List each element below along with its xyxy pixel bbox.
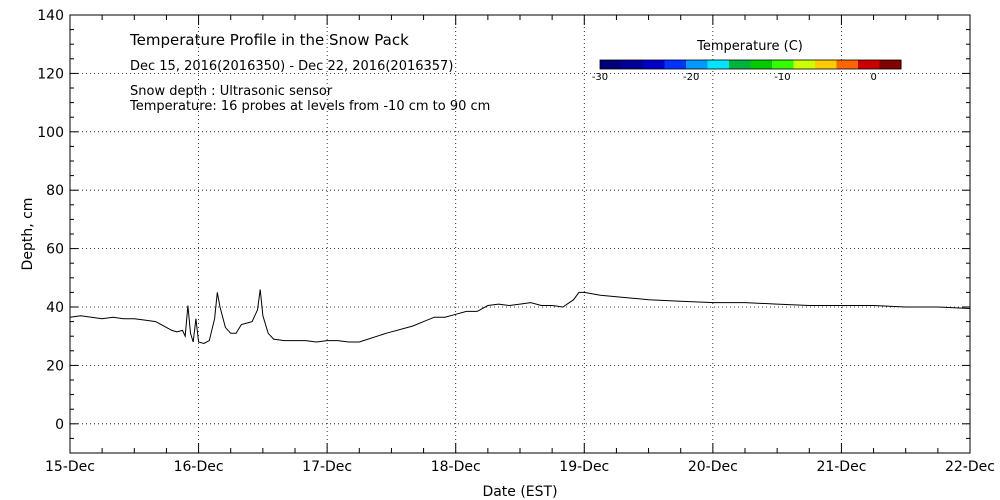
colorbar-title: Temperature (C) xyxy=(696,39,803,54)
colorbar-cell xyxy=(879,60,902,69)
note-snow-depth: Snow depth : Ultrasonic sensor xyxy=(130,84,333,99)
x-tick-label: 18-Dec xyxy=(431,459,481,475)
x-tick-label: 15-Dec xyxy=(45,459,95,475)
y-tick-label: 0 xyxy=(55,417,64,433)
colorbar-cell xyxy=(686,60,708,69)
x-tick-label: 22-Dec xyxy=(945,459,995,475)
colorbar-cell xyxy=(600,60,622,69)
colorbar-tick-label: 0 xyxy=(870,72,876,83)
plot-frame xyxy=(69,14,971,454)
y-tick-label: 40 xyxy=(46,300,64,316)
x-tick-label: 21-Dec xyxy=(816,459,866,475)
x-tick-label: 17-Dec xyxy=(302,459,352,475)
y-axis-label: Depth, cm xyxy=(20,198,36,271)
colorbar-cell xyxy=(858,60,880,69)
colorbar-tick-label: -10 xyxy=(774,72,790,83)
y-tick-label: 100 xyxy=(37,125,64,141)
colorbar-cell xyxy=(664,60,687,69)
colorbar-frame xyxy=(599,59,902,70)
colorbar-cell xyxy=(815,60,837,69)
colorbar-cell xyxy=(621,60,644,69)
series-layer xyxy=(69,289,971,345)
y-tick-label: 20 xyxy=(46,358,64,374)
x-tick-label: 20-Dec xyxy=(688,459,738,475)
chart-title: Temperature Profile in the Snow Pack xyxy=(129,31,409,49)
colorbar-cell xyxy=(643,60,665,69)
y-tick-label: 80 xyxy=(46,183,64,199)
temperature-colorbar: Temperature (C) -30 -20 -10 0 xyxy=(592,39,902,83)
colorbar-cell xyxy=(707,60,730,69)
colorbar-cell xyxy=(750,60,773,69)
snow-depth-line xyxy=(69,289,971,345)
x-axis-label: Date (EST) xyxy=(482,484,557,500)
colorbar-cell xyxy=(772,60,794,69)
chart-subtitle: Dec 15, 2016(2016350) - Dec 22, 2016(201… xyxy=(130,59,453,74)
y-tick-label: 120 xyxy=(37,66,64,82)
colorbar-cell xyxy=(836,60,859,69)
x-tick-label: 19-Dec xyxy=(559,459,609,475)
y-tick-label: 60 xyxy=(46,242,64,258)
note-temperature: Temperature: 16 probes at levels from -1… xyxy=(129,99,490,114)
colorbar-ticks: -30 -20 -10 0 xyxy=(592,72,877,83)
y-tick-label: 140 xyxy=(37,8,64,24)
x-tick-label: 16-Dec xyxy=(174,459,224,475)
colorbar-cells xyxy=(599,59,902,70)
colorbar-tick-label: -30 xyxy=(592,72,608,83)
colorbar-cell xyxy=(793,60,816,69)
axis-ticks: 0 20 40 60 80 100 120 140 15-Dec 16-Dec 17-Dec 18-D… xyxy=(37,8,995,475)
colorbar-cell xyxy=(729,60,751,69)
colorbar-tick-label: -20 xyxy=(683,72,699,83)
